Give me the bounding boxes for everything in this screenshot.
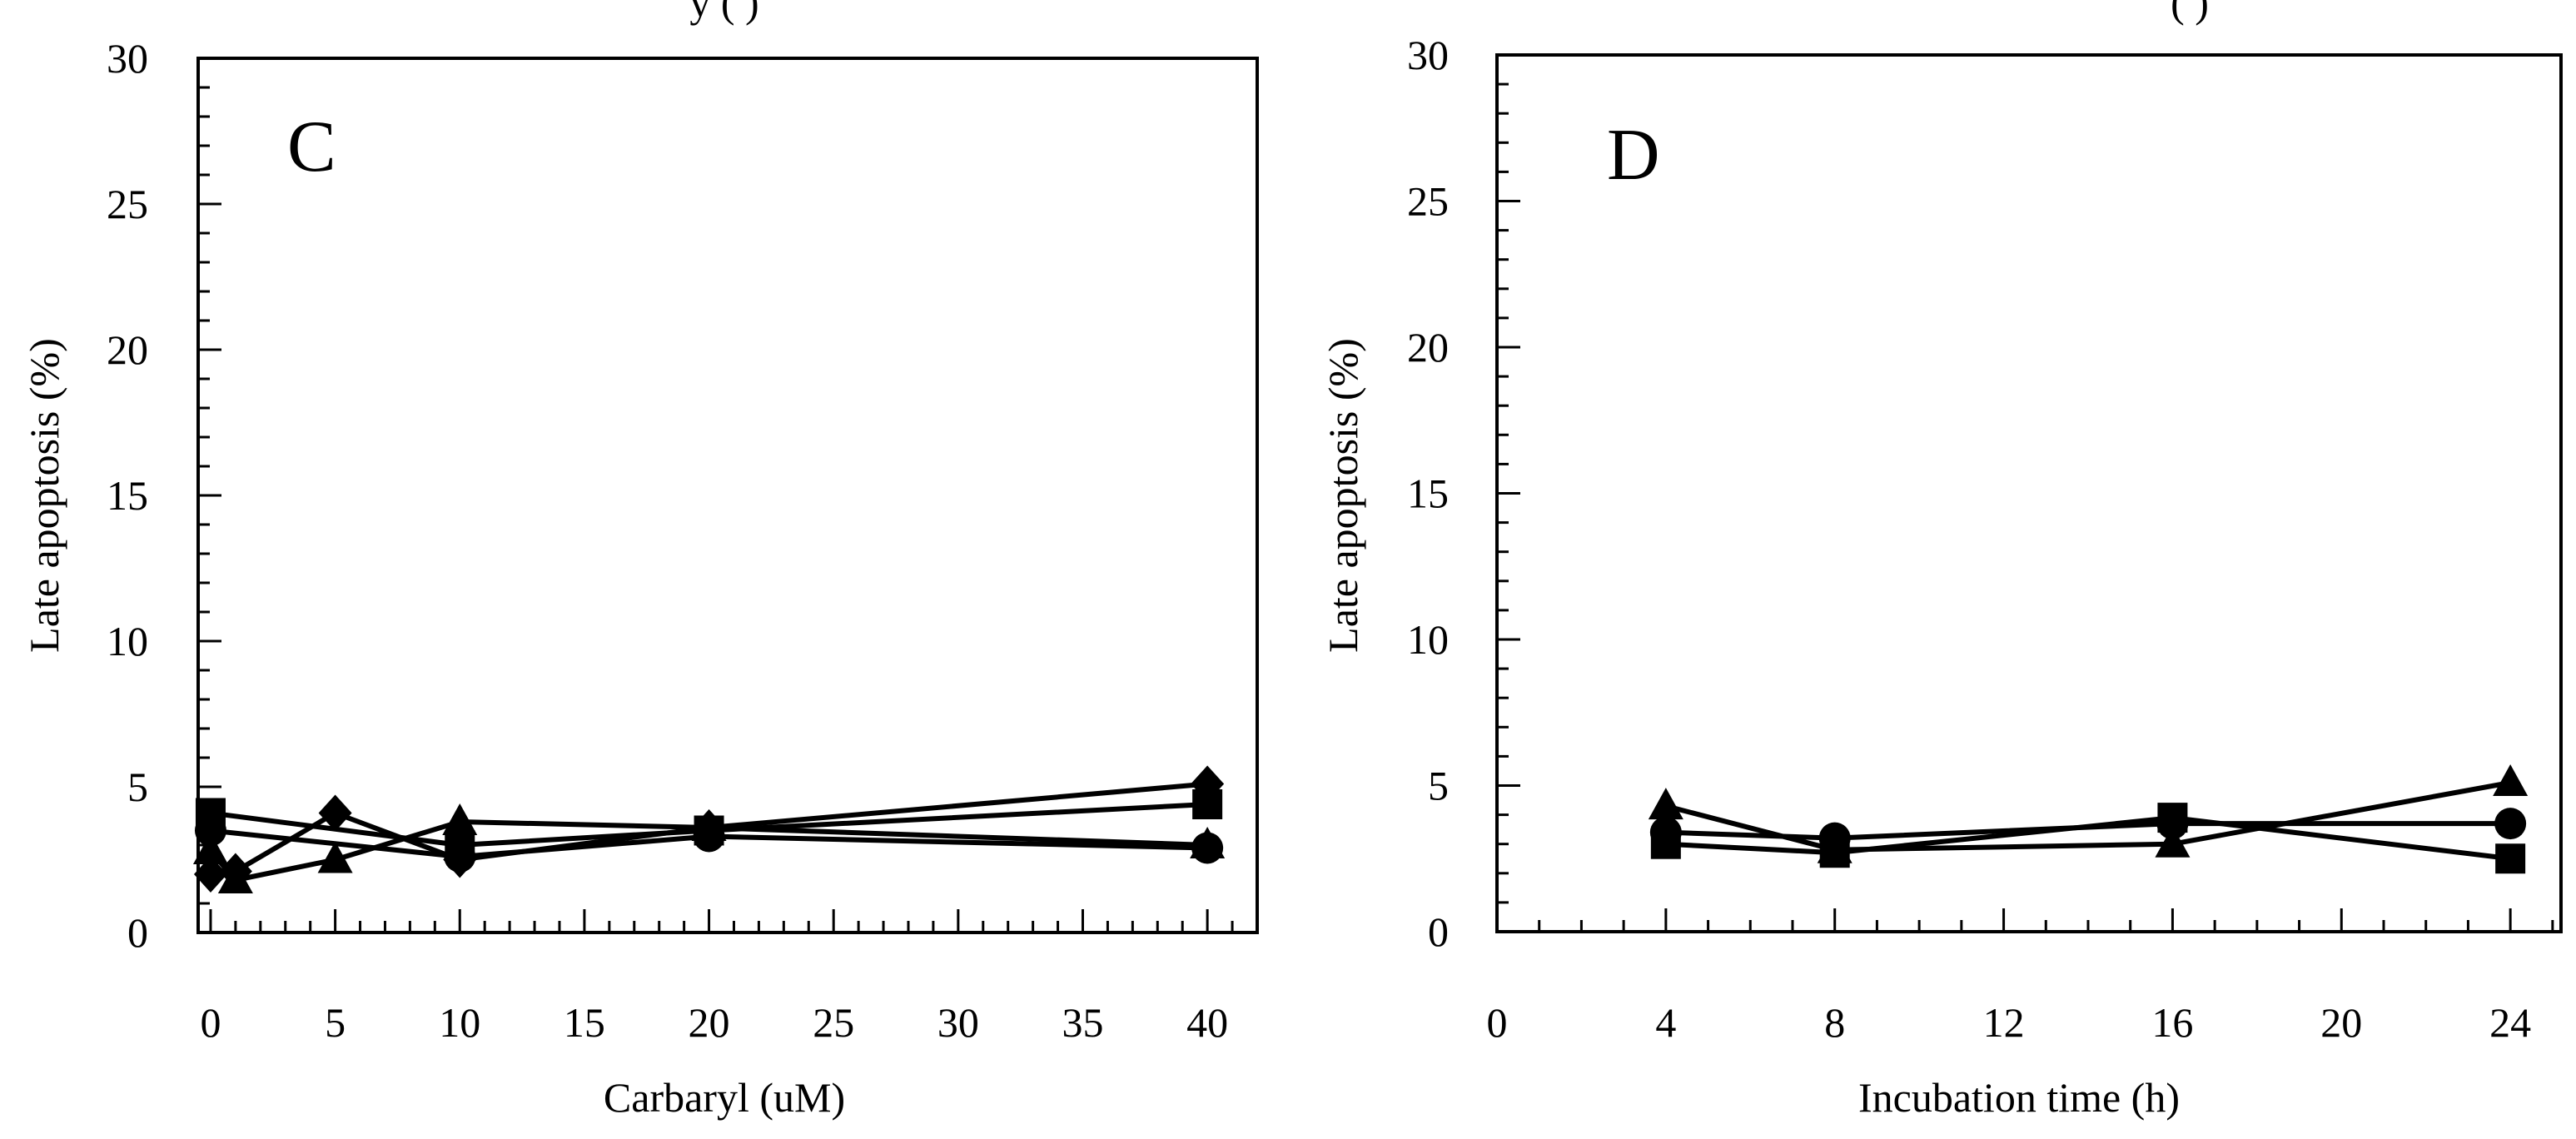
panel-d-x-axis-title: Incubation time (h) [1858, 1074, 2180, 1121]
panel-d-y-tick-label: 5 [1428, 763, 1449, 809]
panel-d-point-square [2495, 843, 2526, 874]
panel-c-letter: C [287, 107, 336, 187]
panel-d-y-tick-label: 30 [1407, 32, 1449, 78]
panel-c-x-tick-label: 0 [200, 999, 221, 1046]
panel-c-y-tick-label: 25 [107, 181, 148, 227]
panel-c-x-axis-title: Carbaryl (uM) [604, 1074, 845, 1121]
panel-c-y-tick-label: 0 [127, 909, 148, 956]
panel-c-x-tick-label: 35 [1062, 999, 1103, 1046]
panel-d-x-tick-label: 24 [2489, 999, 2531, 1046]
panel-c-y-tick-label: 20 [107, 326, 148, 373]
panel-d-point-triangle [2493, 763, 2529, 796]
panel-c-series [192, 765, 1226, 893]
panel-c-point-diamond [692, 809, 726, 846]
panel-c-point-diamond [443, 841, 477, 878]
panel-c-y-tick-label: 15 [107, 472, 148, 519]
panel-c-x-tick-label: 10 [439, 999, 480, 1046]
panel-d-y-tick-label: 0 [1428, 908, 1449, 955]
panel-d-point-triangle [1648, 788, 1683, 820]
panel-d-x-tick-label: 16 [2151, 999, 2193, 1046]
panel-c-y-tick-label: 30 [107, 35, 148, 82]
panel-c-x-tick-label: 15 [564, 999, 605, 1046]
panel-d-x-tick-label: 0 [1487, 999, 1508, 1046]
panel-c-ticks: 0 5 10 15 20 25 30 35 40 0 5 10 15 20 25 30 [107, 35, 1259, 1046]
panel-d-point-circle [2494, 808, 2527, 840]
panel-d-y-tick-label: 15 [1407, 470, 1449, 517]
panel-c-x-tick-label: 40 [1186, 999, 1228, 1046]
panel-c-point-diamond [318, 794, 352, 832]
panel-d-top-partial-text: ( ) [2171, 0, 2209, 26]
panel-d-series-line-triangle [1665, 780, 2511, 853]
panel-c-x-tick-label: 20 [689, 999, 730, 1046]
panel-c-x-tick-label: 30 [937, 999, 979, 1046]
panel-d-y-tick-label: 25 [1407, 178, 1449, 225]
panel-d-y-axis-title: Late apoptosis (%) [1320, 338, 1366, 653]
panel-c-x-tick-label: 5 [325, 999, 346, 1046]
panel-c-point-triangle [1190, 827, 1226, 858]
panel-c-point-triangle [317, 841, 353, 873]
panel-d-series-line-circle [1665, 821, 2511, 841]
panel-d-y-tick-label: 20 [1407, 324, 1449, 371]
panel-d: ( ) D Incubation time (h) Late apoptosis… [1320, 0, 2563, 1121]
panel-c-point-diamond [193, 856, 227, 893]
panel-c-y-tick-label: 10 [107, 618, 148, 664]
panel-c-point-triangle [442, 803, 478, 835]
panel-c-point-circle [194, 814, 226, 847]
panel-d-point-circle [2156, 808, 2189, 840]
panel-d-y-tick-label: 10 [1407, 616, 1449, 663]
panel-d-point-triangle [2155, 825, 2191, 858]
panel-d-x-tick-label: 8 [1824, 999, 1845, 1046]
panel-c-point-diamond [218, 853, 252, 890]
panel-c-point-diamond [1191, 765, 1225, 803]
panel-d-x-tick-label: 20 [2320, 999, 2362, 1046]
panel-d-ticks: 0 4 8 12 16 20 24 0 5 10 15 20 25 30 [1407, 32, 2554, 1046]
panel-c: y ( ) C Carbaryl (uM) Late apoptosis (%)… [21, 0, 1259, 1121]
panel-c-plot-frame [196, 57, 1259, 934]
panel-d-series [1648, 763, 2529, 874]
panel-c-y-tick-label: 5 [127, 763, 148, 810]
panel-d-point-circle [1649, 816, 1682, 848]
panel-d-x-tick-label: 12 [1983, 999, 2025, 1046]
panel-c-x-tick-label: 25 [813, 999, 854, 1046]
panel-d-series-line-square [1665, 815, 2511, 862]
panel-c-point-triangle [192, 833, 228, 864]
panel-d-x-tick-label: 4 [1655, 999, 1676, 1046]
panel-c-y-axis-title: Late apoptosis (%) [21, 338, 67, 653]
panel-d-letter: D [1607, 115, 1660, 196]
panel-d-point-triangle [1817, 831, 1852, 863]
panel-c-top-partial-text: y ( ) [689, 0, 758, 26]
